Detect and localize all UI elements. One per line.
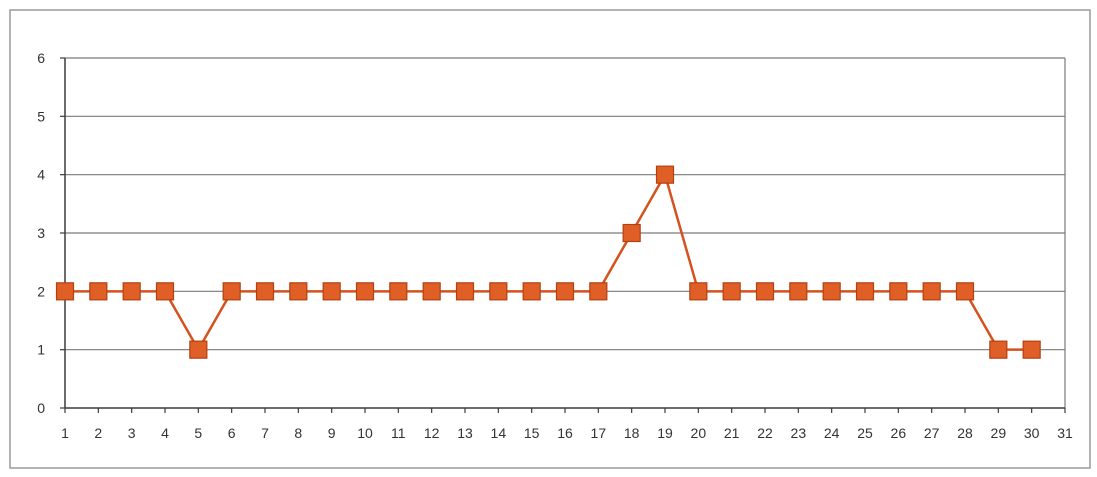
- data-point-22: [755, 282, 775, 301]
- data-point-9: [322, 282, 341, 301]
- data-point-20: [689, 282, 708, 301]
- x-tick-label-12: 12: [424, 425, 440, 441]
- x-tick-label-23: 23: [791, 425, 807, 441]
- data-point-2: [89, 282, 108, 301]
- x-tick-label-4: 4: [161, 425, 169, 441]
- data-point-13: [455, 282, 475, 301]
- x-tick-label-21: 21: [724, 425, 740, 441]
- x-tick-label-29: 29: [991, 425, 1007, 441]
- data-point-3: [122, 282, 141, 301]
- data-point-24: [822, 282, 841, 301]
- data-point-26: [889, 282, 908, 301]
- x-tick-label-13: 13: [457, 425, 473, 441]
- x-tick-label-17: 17: [591, 425, 607, 441]
- data-point-21: [722, 282, 741, 301]
- data-point-15: [522, 282, 541, 301]
- x-tick-label-3: 3: [128, 425, 136, 441]
- y-tick-label-2: 2: [37, 283, 45, 299]
- y-tick-label-0: 0: [37, 400, 45, 416]
- x-tick-label-30: 30: [1024, 425, 1040, 441]
- x-tick-label-18: 18: [624, 425, 640, 441]
- data-point-19: [655, 165, 675, 184]
- data-point-30: [1022, 340, 1041, 359]
- data-point-5: [189, 340, 208, 359]
- x-tick-label-9: 9: [328, 425, 336, 441]
- data-point-6: [222, 282, 241, 301]
- x-tick-label-14: 14: [491, 425, 507, 441]
- x-tick-label-31: 31: [1057, 425, 1073, 441]
- data-point-12: [422, 282, 441, 301]
- data-point-11: [389, 282, 408, 301]
- data-point-28: [955, 282, 975, 301]
- x-tick-label-11: 11: [391, 425, 406, 441]
- y-tick-label-3: 3: [37, 225, 45, 241]
- x-tick-label-5: 5: [194, 425, 202, 441]
- x-tick-label-15: 15: [524, 425, 540, 441]
- x-tick-label-25: 25: [857, 425, 873, 441]
- data-point-7: [255, 282, 275, 301]
- chart-frame: [9, 9, 1091, 469]
- data-point-16: [555, 282, 575, 301]
- data-point-1: [55, 282, 75, 301]
- data-point-10: [355, 282, 375, 301]
- data-point-17: [589, 282, 608, 301]
- x-tick-label-10: 10: [357, 425, 373, 441]
- x-tick-label-6: 6: [228, 425, 236, 441]
- x-tick-label-8: 8: [294, 425, 302, 441]
- data-point-29: [989, 340, 1008, 359]
- x-tick-label-2: 2: [94, 425, 102, 441]
- y-tick-label-4: 4: [37, 167, 45, 183]
- x-tick-label-28: 28: [957, 425, 973, 441]
- data-point-8: [289, 282, 308, 301]
- data-point-27: [922, 282, 941, 301]
- data-point-18: [622, 223, 641, 243]
- y-tick-label-6: 6: [37, 50, 45, 66]
- x-tick-label-1: 1: [61, 425, 69, 441]
- x-tick-label-16: 16: [557, 425, 573, 441]
- data-point-4: [155, 282, 175, 301]
- x-tick-label-27: 27: [924, 425, 940, 441]
- x-tick-label-19: 19: [657, 425, 673, 441]
- data-point-14: [489, 282, 508, 301]
- x-tick-label-7: 7: [261, 425, 269, 441]
- series-1: [55, 165, 1041, 359]
- y-tick-label-5: 5: [37, 108, 45, 124]
- x-tick-label-24: 24: [824, 425, 840, 441]
- x-tick-label-26: 26: [891, 425, 907, 441]
- data-point-23: [789, 282, 808, 301]
- y-axis-tick-labels: 0 1 2 3 4 5 6: [37, 50, 45, 416]
- data-point-25: [855, 282, 875, 301]
- x-axis-tick-labels: 1 2 3 4 5 6 7 8 9 10 11 12 13 14 15 16 17 18 19 20 21 22 23 24 2…: [61, 425, 1073, 441]
- y-tick-label-1: 1: [37, 342, 45, 358]
- x-tick-label-22: 22: [757, 425, 773, 441]
- x-tick-label-20: 20: [691, 425, 707, 441]
